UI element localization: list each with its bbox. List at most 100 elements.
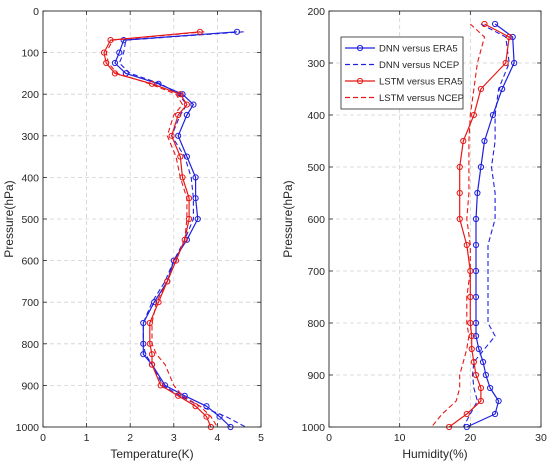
data-point	[477, 384, 485, 392]
x-tick-label: 5	[258, 432, 264, 444]
data-point	[164, 278, 171, 285]
data-point	[472, 371, 480, 379]
data-point	[511, 59, 518, 67]
legend-item: DNN versus NCEP	[345, 60, 459, 71]
series-1	[111, 28, 241, 431]
data-point	[482, 371, 489, 379]
y-axis-label: Pressure(hPa)	[2, 180, 16, 257]
series-line	[466, 23, 515, 428]
data-point	[175, 392, 182, 399]
series-line	[105, 31, 218, 428]
data-point	[467, 293, 474, 301]
y-tick-label: 600	[21, 256, 39, 268]
data-point	[481, 20, 488, 28]
data-point	[175, 111, 182, 119]
chart-panel-1: 0 1 2 3 4 5 0 100 200 300 400 500 600 700 800 900 1000 Te…	[2, 6, 264, 461]
x-axis-label: Temperature(K)	[110, 447, 193, 461]
data-point	[192, 403, 199, 410]
data-point	[502, 59, 509, 67]
y-tick-label: 900	[21, 380, 39, 392]
data-point	[481, 137, 488, 145]
y-tick-label: 800	[307, 318, 325, 330]
y-tick-label: 600	[307, 214, 325, 226]
legend: DNN versus ERA5 DNN versus NCEP LSTM versu…	[340, 36, 464, 110]
data-point	[495, 397, 502, 405]
data-point	[146, 319, 153, 327]
y-tick-label: 400	[307, 110, 325, 122]
data-point	[177, 91, 184, 98]
data-point	[491, 410, 499, 418]
legend-item: LSTM versus ERA5	[345, 77, 462, 88]
data-point	[472, 215, 480, 223]
series-2	[118, 31, 246, 428]
data-point	[175, 132, 182, 139]
data-point	[487, 384, 494, 392]
data-point	[472, 241, 480, 249]
x-tick-label: 30	[535, 432, 547, 444]
data-point	[499, 85, 506, 93]
data-point	[111, 59, 119, 67]
y-tick-label: 800	[21, 339, 39, 351]
data-point	[479, 358, 487, 366]
data-point	[456, 189, 463, 197]
legend-item: LSTM versus NCEP	[345, 93, 464, 104]
legend-label: DNN versus NCEP	[379, 60, 459, 71]
series-line	[118, 31, 246, 428]
y-tick-label: 400	[21, 172, 39, 184]
y-tick-label: 1000	[302, 422, 326, 434]
data-point	[491, 20, 499, 28]
data-point	[190, 101, 197, 108]
x-tick-label: 2	[127, 432, 133, 444]
series-3	[100, 28, 214, 431]
data-point	[477, 85, 485, 93]
data-point	[177, 153, 184, 160]
data-point	[475, 345, 482, 353]
y-tick-label: 500	[21, 214, 39, 226]
data-point	[116, 49, 123, 56]
series-4	[105, 31, 218, 428]
chart-panel-2: 0 10 20 30 200 300 400 500 600 700 800 900 1000 Humid…	[281, 6, 547, 461]
x-axis-label: Humidity(%)	[402, 447, 467, 461]
y-tick-label: 900	[307, 370, 325, 382]
series-line	[448, 23, 510, 428]
data-point	[172, 257, 180, 264]
data-point	[460, 137, 467, 145]
data-point	[192, 195, 199, 202]
data-point	[157, 382, 164, 389]
legend-label: DNN versus ERA5	[379, 44, 458, 55]
data-point	[472, 332, 480, 340]
y-tick-label: 300	[307, 58, 325, 70]
legend-marker	[356, 44, 364, 52]
y-tick-label: 100	[21, 48, 39, 60]
data-point	[203, 413, 210, 420]
data-point	[506, 33, 513, 41]
data-point	[140, 351, 147, 358]
x-tick-label: 4	[214, 432, 220, 444]
y-tick-label: 300	[21, 131, 39, 143]
x-tick-label: 10	[394, 432, 406, 444]
series-2	[462, 23, 510, 428]
x-tick-label: 0	[326, 432, 332, 444]
legend-marker	[356, 77, 364, 85]
data-point	[468, 345, 475, 353]
data-point	[456, 215, 463, 223]
y-tick-label: 200	[21, 89, 39, 101]
series-line	[431, 23, 486, 428]
data-point	[185, 215, 193, 223]
data-point	[463, 241, 470, 249]
series-line	[462, 23, 510, 428]
data-point	[477, 163, 485, 171]
y-tick-label: 200	[307, 6, 325, 18]
series-4	[431, 23, 486, 428]
legend-label: LSTM versus NCEP	[379, 93, 464, 104]
legend-label: LSTM versus ERA5	[379, 77, 462, 88]
series-line	[103, 31, 212, 428]
data-point	[192, 174, 199, 181]
data-point	[194, 215, 201, 223]
x-tick-label: 20	[464, 432, 476, 444]
data-point	[183, 101, 190, 108]
data-point	[474, 189, 481, 197]
grid-lines	[43, 11, 261, 427]
y-tick-label: 1000	[16, 422, 40, 434]
